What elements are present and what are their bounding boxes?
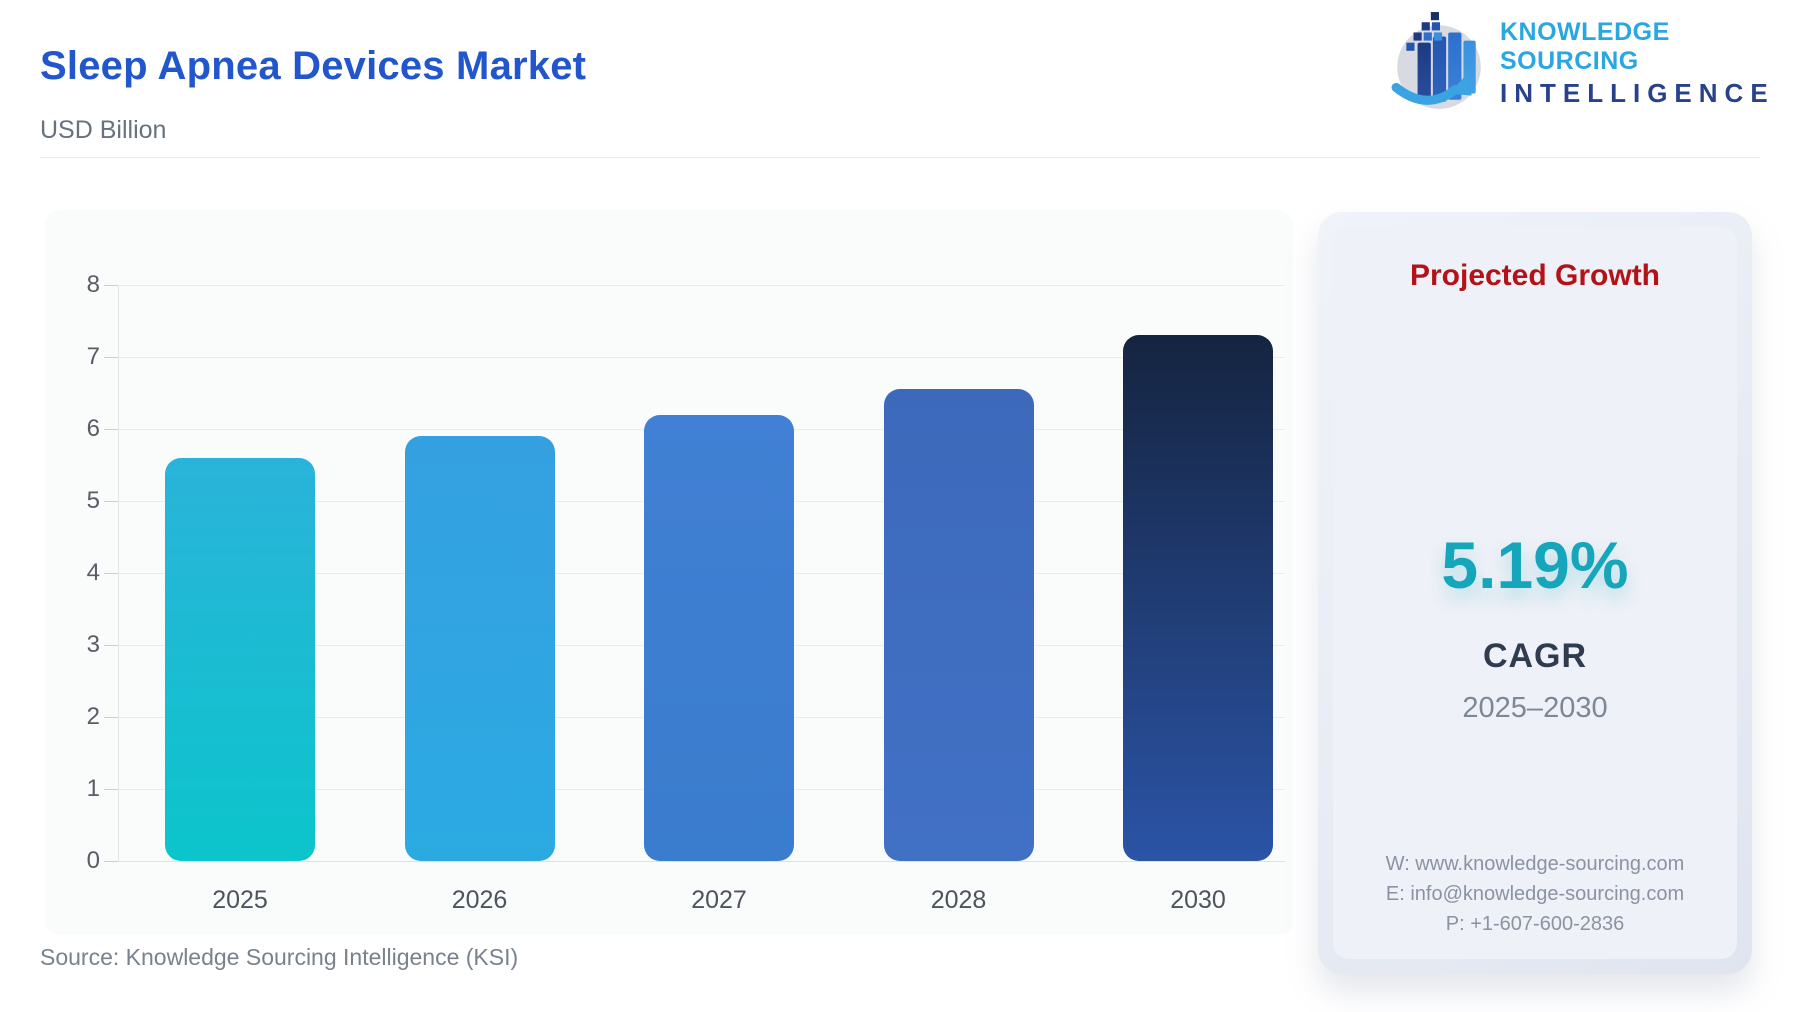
cagr-label: CAGR xyxy=(1482,637,1588,675)
y-axis-label: 0 xyxy=(86,847,100,874)
y-axis-tick xyxy=(104,573,118,574)
panel-title: Projected Growth xyxy=(1409,259,1661,292)
y-axis-label: 6 xyxy=(86,415,100,442)
x-axis-label: 2027 xyxy=(691,886,747,914)
x-axis-label: 2025 xyxy=(212,886,268,914)
cagr-value: 5.19% xyxy=(1441,528,1629,602)
y-axis-tick xyxy=(104,645,118,646)
y-axis-tick xyxy=(104,285,118,286)
gridline xyxy=(118,285,1285,286)
y-axis-tick xyxy=(104,861,118,862)
chart-unit-label: USD Billion xyxy=(40,116,167,144)
contact-phone: P: +1-607-600-2836 xyxy=(1445,913,1625,935)
x-axis-label: 2026 xyxy=(451,886,508,914)
gridline xyxy=(118,861,1285,862)
bar-chart-card: 0 1 2 3 4 5 6 7 8 2025 2026 2027 2028 2030 xyxy=(45,210,1293,935)
y-axis-label: 8 xyxy=(86,271,100,298)
projected-growth-panel: Projected Growth 5.19% CAGR 2025–2030 W:… xyxy=(1318,212,1752,974)
cagr-period: 2025–2030 xyxy=(1462,692,1608,724)
y-axis-tick xyxy=(104,789,118,790)
x-axis-label: 2030 xyxy=(1170,886,1226,914)
y-axis-tick xyxy=(104,501,118,502)
bar-2027 xyxy=(644,414,794,861)
logo-text: KNOWLEDGE SOURCING INTELLIGENCE xyxy=(1500,18,1800,108)
page-title: Sleep Apnea Devices Market xyxy=(40,44,587,88)
bar-2030 xyxy=(1123,335,1273,861)
y-axis-label: 3 xyxy=(86,631,100,658)
y-axis-label: 2 xyxy=(86,703,100,730)
source-note: Source: Knowledge Sourcing Intelligence … xyxy=(40,944,519,970)
bar-2026 xyxy=(404,436,555,861)
bar-2028 xyxy=(883,389,1034,861)
x-axis-label: 2028 xyxy=(930,886,987,914)
contact-website: W: www.knowledge-sourcing.com xyxy=(1385,853,1685,875)
y-axis-label: 7 xyxy=(86,343,100,370)
projected-growth-panel-inner: Projected Growth 5.19% CAGR 2025–2030 W:… xyxy=(1333,227,1737,959)
y-axis-label: 4 xyxy=(86,559,100,586)
y-axis-tick xyxy=(104,429,118,430)
plot-area: 0 1 2 3 4 5 6 7 8 2025 2026 2027 2028 2030 xyxy=(45,210,1293,935)
globe-bars-arrow-icon xyxy=(1388,10,1490,117)
contact-email: E: info@knowledge-sourcing.com xyxy=(1385,883,1685,905)
y-axis-label: 1 xyxy=(86,775,100,802)
logo-line2: INTELLIGENCE xyxy=(1500,77,1775,108)
y-axis-tick xyxy=(104,717,118,718)
panel-contact-block: W: www.knowledge-sourcing.com E: info@kn… xyxy=(1333,849,1737,939)
y-axis-label: 5 xyxy=(86,487,100,514)
logo-line1: KNOWLEDGE SOURCING xyxy=(1500,18,1670,76)
header-divider xyxy=(40,157,1760,158)
panel-cagr-block: 5.19% CAGR 2025–2030 xyxy=(1333,527,1737,725)
gridline xyxy=(118,357,1285,358)
company-logo: KNOWLEDGE SOURCING INTELLIGENCE xyxy=(1388,10,1800,117)
y-axis-tick xyxy=(104,357,118,358)
bar-2025 xyxy=(165,457,315,861)
